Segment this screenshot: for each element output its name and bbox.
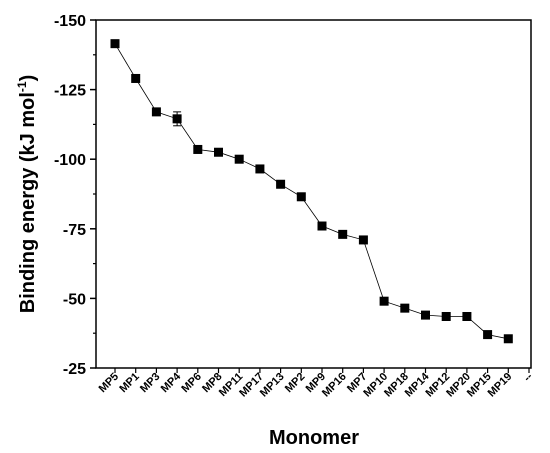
y-tick-label-3: -75 [63, 222, 86, 239]
data-point-MP15 [483, 330, 493, 340]
data-point-MP4 [172, 114, 182, 124]
x-tick-label-3: MP4 [159, 370, 184, 395]
data-point-MP8 [214, 147, 223, 157]
data-point-MP9 [317, 221, 327, 231]
data-point-MP3 [151, 107, 161, 117]
data-point-MP10 [379, 296, 389, 306]
y-axis-ticks [90, 19, 96, 369]
x-tick-label-9: MP2 [283, 371, 307, 395]
x-tick-label-2: MP3 [138, 371, 162, 395]
y-axis-title-close: ) [17, 75, 39, 82]
data-point-MP7 [358, 235, 368, 245]
data-point-MP1 [131, 73, 141, 83]
data-point-MP6 [193, 144, 203, 154]
x-tick-label-8: MP13 [258, 371, 287, 400]
x-axis-ticks [114, 368, 530, 373]
y-axis-title-superscript: -1 [15, 81, 29, 92]
y-axis-title: Binding energy (kJ mol-1) [15, 75, 39, 314]
plot-frame [95, 19, 532, 369]
series-line [114, 43, 509, 340]
data-point-MP14 [421, 310, 430, 320]
x-tick-label-20: -- [521, 370, 535, 384]
data-markers [110, 39, 513, 344]
x-tick-label-1: MP1 [117, 371, 141, 395]
x-tick-label-11: MP16 [320, 371, 349, 400]
y-axis-title-main: Binding energy (kJ mol [17, 92, 39, 313]
x-tick-label-19: MP19 [486, 371, 515, 400]
x-tick-label-0: MP5 [97, 371, 121, 395]
y-tick-label-1: -125 [54, 83, 86, 100]
data-point-MP5 [110, 39, 120, 49]
data-point-MP20 [462, 311, 472, 321]
data-point-MP2 [296, 192, 306, 202]
y-tick-label-5: -25 [63, 361, 86, 378]
x-axis-title: Monomer [269, 427, 359, 449]
x-tick-labels: MP5MP1MP3MP4MP6MP8MP11MP17MP13MP2MP9MP16… [97, 370, 536, 399]
data-point-MP11 [234, 154, 244, 164]
data-point-MP12 [441, 311, 451, 321]
y-tick-label-0: -150 [54, 13, 86, 30]
data-point-MP16 [338, 229, 348, 239]
y-tick-labels: -150 -125 -100 -75 -50 -25 [54, 13, 86, 378]
y-tick-label-4: -50 [63, 291, 86, 308]
data-point-MP19 [503, 334, 513, 344]
data-point-MP13 [276, 179, 286, 189]
data-point-MP18 [400, 303, 410, 313]
data-point-MP17 [255, 164, 265, 174]
x-tick-label-4: MP6 [179, 371, 203, 395]
y-tick-label-2: -100 [54, 152, 86, 169]
